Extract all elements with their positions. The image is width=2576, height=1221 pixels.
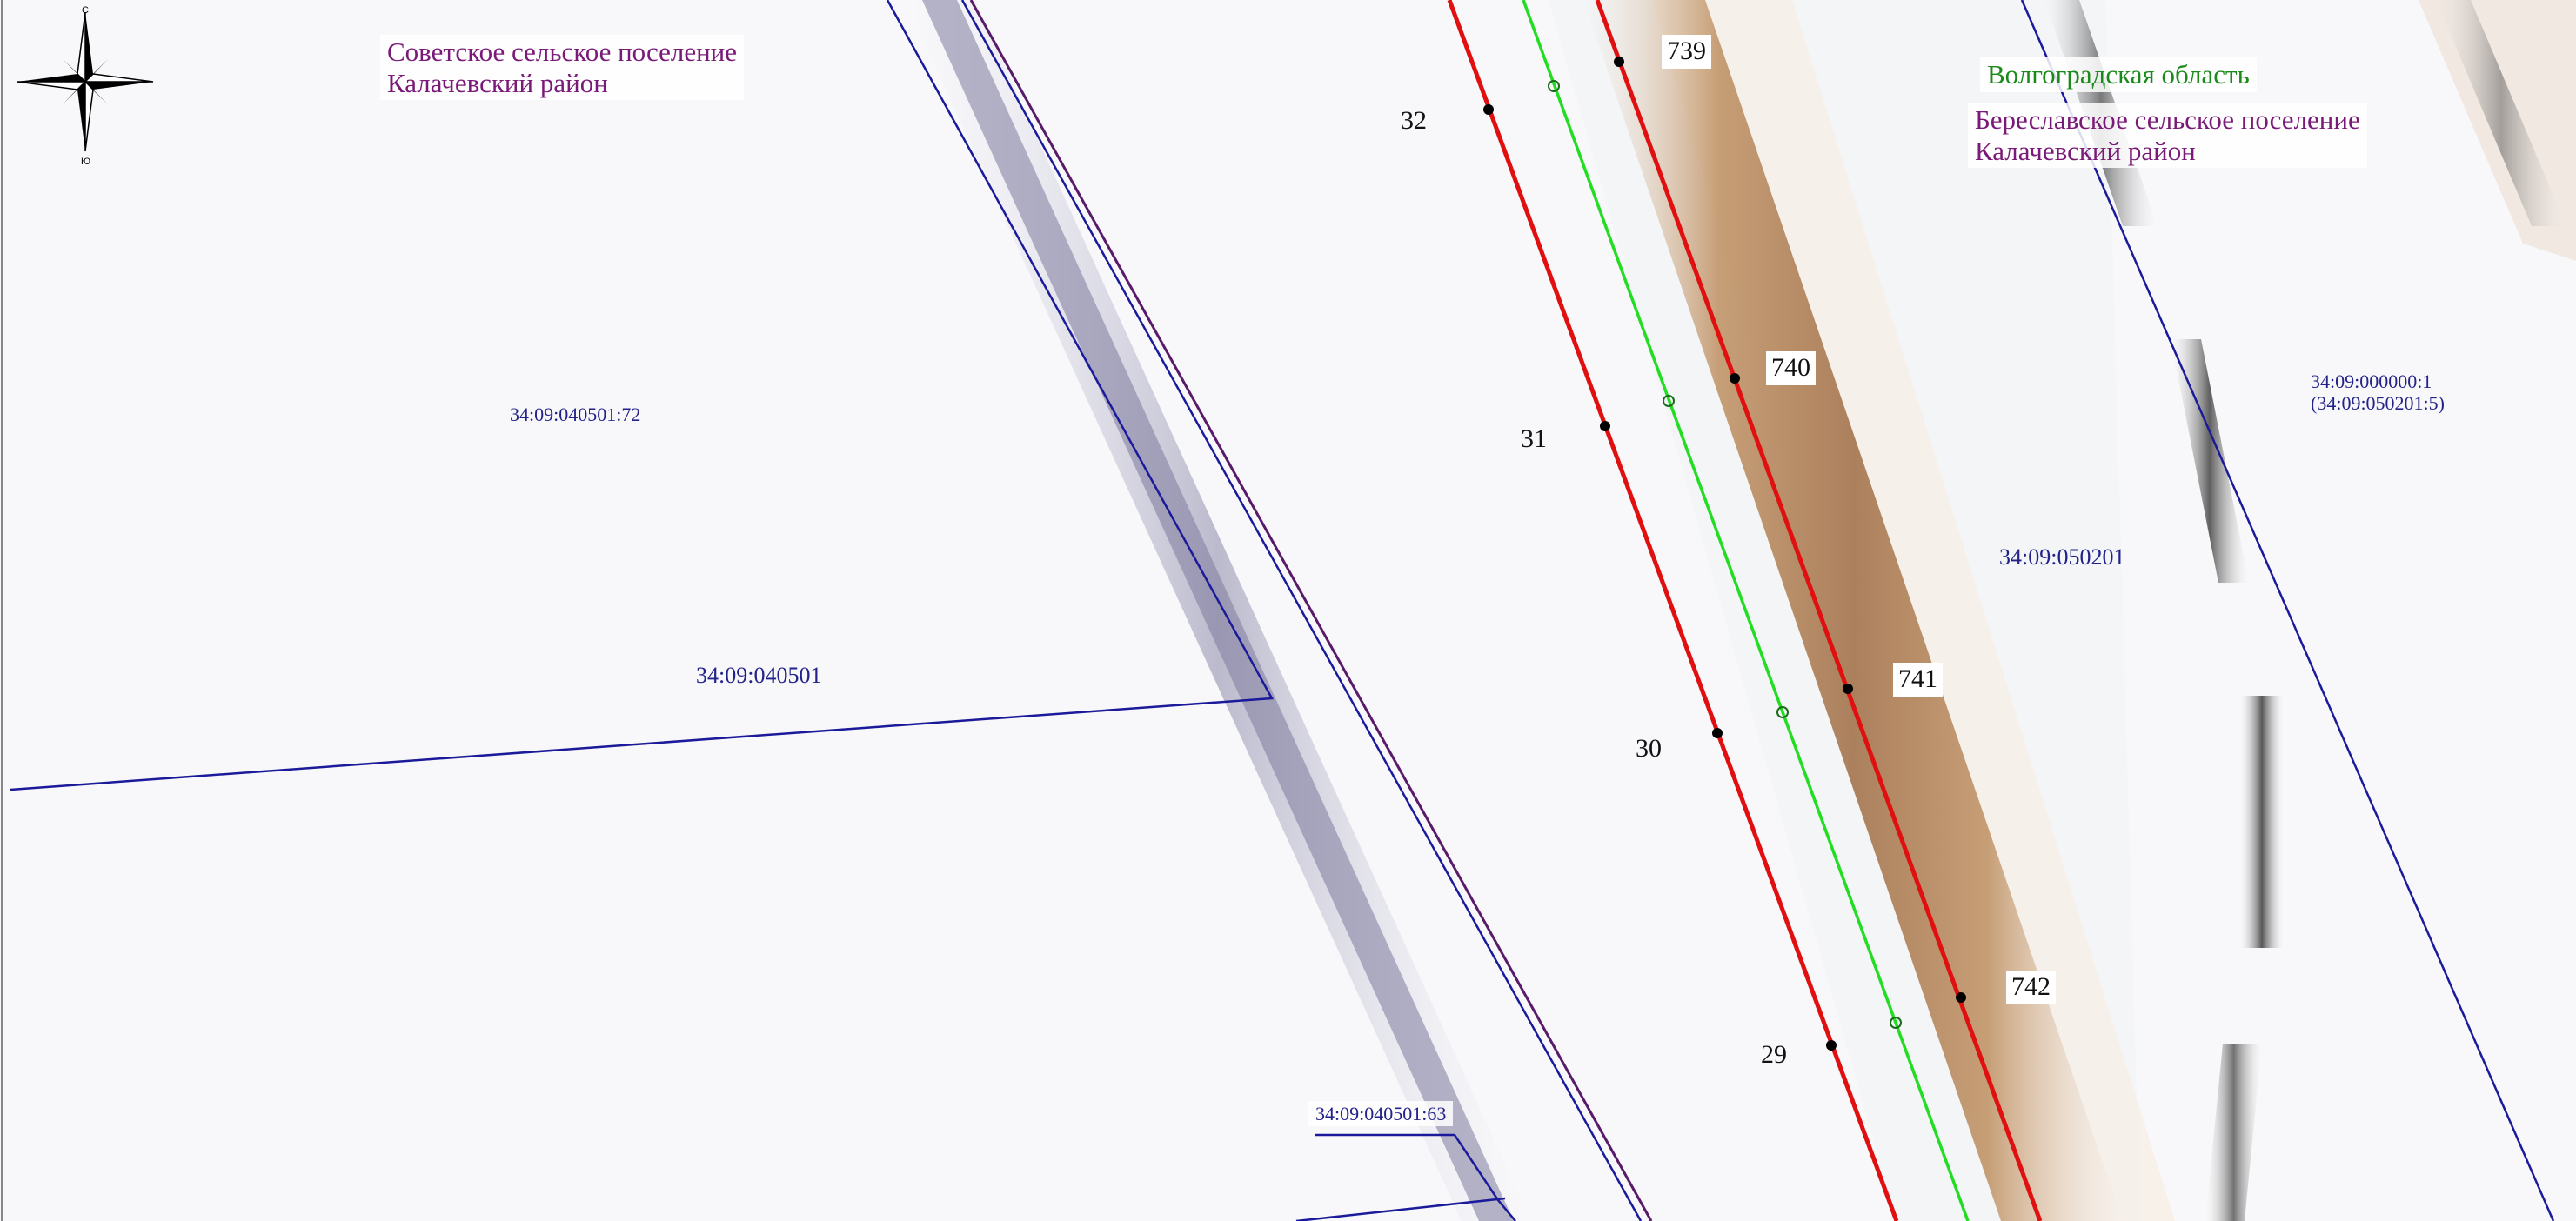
parcel-label-050201: 34:09:050201 (1999, 544, 2125, 570)
point-label-29: 29 (1761, 1040, 1787, 1069)
municipal-boundary (969, 0, 1653, 1221)
point-label-32: 32 (1401, 106, 1427, 135)
compass-rose (17, 11, 154, 152)
region-label-bereslavskoe-line1: Береславское сельское поселение (1975, 104, 2360, 135)
parcel-label-040501: 34:09:040501 (696, 663, 822, 688)
region-label-sovetskoe-line2: Калачевский район (387, 67, 608, 98)
red-boundary-lines (1447, 0, 2043, 1221)
point-label-739: 739 (1662, 35, 1711, 69)
parcel-label-040501-63: 34:09:040501:63 (1308, 1101, 1454, 1127)
point-label-31: 31 (1521, 424, 1547, 453)
ditch-stripe (905, 0, 1531, 1221)
region-label-bereslavskoe-line2: Калачевский район (1975, 135, 2196, 166)
cadastral-boundaries (10, 0, 2555, 1221)
point-label-740: 740 (1766, 351, 1816, 385)
region-label-sovetskoe: Советское сельское поселение Калачевский… (380, 35, 745, 101)
point-label-742: 742 (2006, 971, 2056, 1004)
point-label-741: 741 (1893, 663, 1943, 697)
region-label-volgograd: Волгоградская область (1980, 57, 2257, 92)
road-stripe (1583, 0, 2123, 1221)
red-line-vertices (1483, 57, 1966, 1051)
region-label-bereslavskoe: Береславское сельское поселение Калачевс… (1968, 103, 2367, 169)
compass-north-label: С (82, 5, 89, 16)
compass-south-label: Ю (81, 157, 91, 167)
parcel-label-000000-1-line1: 34:09:000000:1 (2311, 370, 2432, 392)
region-label-sovetskoe-line1: Советское сельское поселение (387, 37, 738, 67)
parcel-label-000000-1: 34:09:000000:1 (34:09:050201:5) (2311, 370, 2445, 415)
parcel-label-040501-72: 34:09:040501:72 (510, 404, 641, 425)
parcel-label-000000-1-line2: (34:09:050201:5) (2311, 392, 2445, 415)
point-label-30: 30 (1636, 734, 1662, 763)
green-line-vertices (1548, 80, 1902, 1029)
